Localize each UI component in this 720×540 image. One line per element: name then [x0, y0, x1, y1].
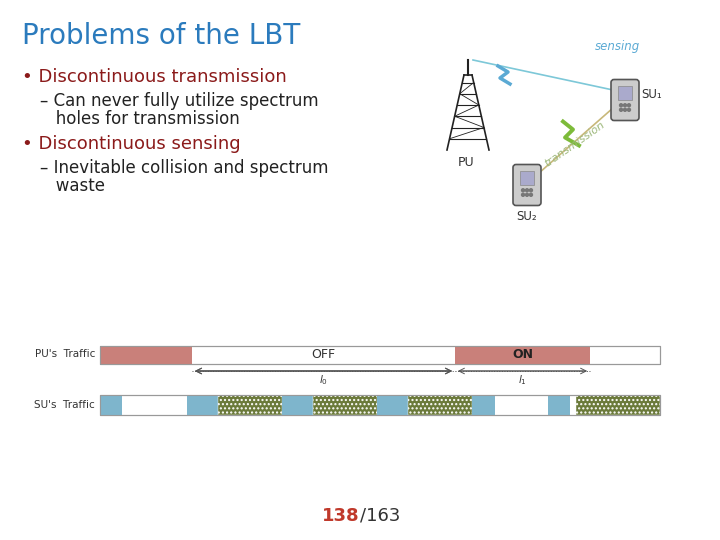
Bar	[455, 346, 590, 364]
Text: SU₂: SU₂	[517, 210, 537, 223]
Bar	[312, 395, 377, 415]
Text: OFF: OFF	[312, 348, 336, 361]
Text: $l_0$: $l_0$	[319, 373, 328, 387]
Text: • Discontinuous sensing: • Discontinuous sensing	[22, 135, 240, 153]
Text: • Discontinuous transmission: • Discontinuous transmission	[22, 68, 287, 86]
Bar	[100, 395, 660, 415]
Text: /163: /163	[360, 507, 400, 525]
Circle shape	[619, 109, 623, 111]
Circle shape	[521, 193, 525, 197]
Circle shape	[521, 189, 525, 192]
Circle shape	[529, 193, 533, 197]
Bar	[100, 395, 660, 415]
Circle shape	[619, 104, 623, 107]
Circle shape	[627, 104, 631, 107]
Bar	[282, 395, 312, 415]
Circle shape	[624, 104, 626, 107]
Bar	[618, 86, 631, 100]
Text: ON: ON	[512, 348, 533, 361]
Text: Problems of the LBT: Problems of the LBT	[22, 22, 300, 50]
Text: holes for transmission: holes for transmission	[40, 110, 240, 128]
Text: SU's  Traffic: SU's Traffic	[35, 400, 95, 410]
FancyBboxPatch shape	[611, 79, 639, 120]
Bar	[521, 171, 534, 185]
Text: 138: 138	[323, 507, 360, 525]
Bar	[100, 346, 192, 364]
Text: waste: waste	[40, 177, 105, 195]
Bar	[377, 395, 408, 415]
Text: $l_1$: $l_1$	[518, 373, 527, 387]
Text: PU's  Traffic: PU's Traffic	[35, 349, 95, 359]
Bar	[408, 395, 472, 415]
Bar	[472, 395, 495, 415]
Circle shape	[624, 109, 626, 111]
Bar	[548, 395, 570, 415]
Text: PU: PU	[458, 156, 474, 169]
Text: transmission: transmission	[543, 119, 607, 168]
Bar	[186, 395, 217, 415]
Bar	[100, 395, 122, 415]
Circle shape	[526, 193, 528, 197]
Circle shape	[526, 189, 528, 192]
FancyBboxPatch shape	[513, 165, 541, 206]
Circle shape	[529, 189, 533, 192]
Bar	[576, 395, 660, 415]
Text: SU₁: SU₁	[641, 89, 662, 102]
Text: – Can never fully utilize spectrum: – Can never fully utilize spectrum	[40, 92, 319, 110]
Text: – Inevitable collision and spectrum: – Inevitable collision and spectrum	[40, 159, 328, 177]
Bar	[217, 395, 282, 415]
Bar	[100, 346, 660, 364]
Bar	[100, 346, 660, 364]
Text: sensing: sensing	[595, 40, 640, 53]
Circle shape	[627, 109, 631, 111]
